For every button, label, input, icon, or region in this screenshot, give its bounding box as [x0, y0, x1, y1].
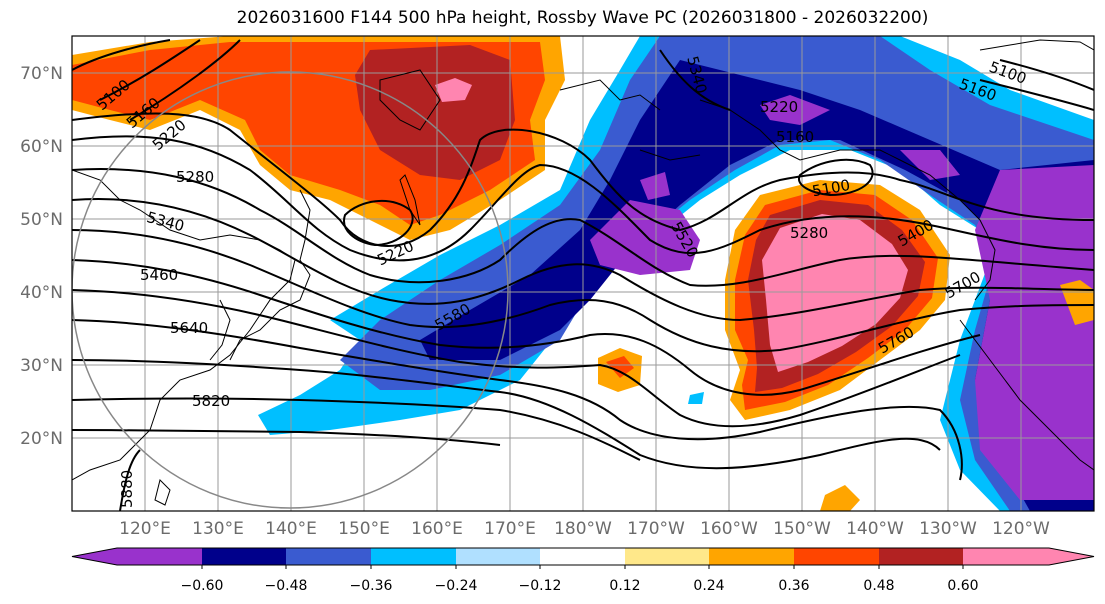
- colorbar-extend-max: [963, 548, 1094, 565]
- colorbar-tick: 0.24: [693, 578, 724, 594]
- lon-label: 150°W: [773, 519, 831, 539]
- colorbar-cell: [456, 548, 540, 565]
- contour-label: 5280: [790, 224, 828, 242]
- colorbar-tick: 0.12: [609, 578, 640, 594]
- positive-anomaly-pacific: [598, 180, 1094, 511]
- height-contours: [72, 39, 1094, 511]
- lat-label: 70°N: [20, 64, 63, 84]
- contour-label: 5160: [776, 128, 814, 146]
- colorbar-tick: −0.36: [350, 578, 393, 594]
- lat-label: 30°N: [20, 356, 63, 376]
- colorbar-tick: 0.36: [778, 578, 809, 594]
- contour-label: 5640: [170, 319, 208, 337]
- map-title: 2026031600 F144 500 hPa height, Rossby W…: [236, 8, 929, 28]
- lat-label: 60°N: [20, 137, 63, 157]
- lon-label: 180°W: [554, 519, 612, 539]
- colorbar-outline: [71, 547, 1095, 566]
- projection-circle: [72, 71, 509, 509]
- colorbar-cell: [540, 548, 625, 565]
- contour-label: 5820: [192, 392, 230, 410]
- colorbar-extend-min: [72, 548, 202, 565]
- lon-label: 170°E: [484, 519, 536, 539]
- longitude-labels: 120°E 130°E 140°E 150°E 160°E 170°E 180°…: [119, 519, 1050, 539]
- map-area: 5100 5160 5220 5280 5340 5460 5640 5820 …: [72, 36, 1094, 511]
- lat-label: 50°N: [20, 210, 63, 230]
- colorbar-tick: −0.24: [435, 578, 478, 594]
- colorbar-cell: [202, 548, 286, 565]
- lon-label: 140°E: [265, 519, 317, 539]
- colorbar-cell: [879, 548, 963, 565]
- lon-label: 160°W: [700, 519, 758, 539]
- lon-label: 140°W: [846, 519, 904, 539]
- contour-label: 5220: [760, 98, 798, 116]
- lon-label: 120°W: [992, 519, 1050, 539]
- contour-label: 5280: [176, 168, 214, 186]
- colorbar-cell: [371, 548, 456, 565]
- positive-anomaly-siberia: [72, 36, 565, 240]
- colorbar-tick: −0.48: [265, 578, 308, 594]
- colorbar-tick: 0.60: [947, 578, 978, 594]
- lat-label: 20°N: [20, 429, 63, 449]
- lon-label: 120°E: [119, 519, 171, 539]
- lon-label: 150°E: [338, 519, 390, 539]
- contour-label: 5460: [140, 266, 178, 284]
- lon-label: 170°W: [627, 519, 685, 539]
- coastlines: [72, 39, 1094, 506]
- colorbar-cell: [709, 548, 794, 565]
- colorbar-tick: −0.60: [181, 578, 224, 594]
- colorbar: −0.60 −0.48 −0.36 −0.24 −0.12 0.12 0.24 …: [71, 547, 1095, 594]
- colorbar-cell: [286, 548, 371, 565]
- contour-label: 5880: [118, 470, 136, 508]
- colorbar-cell: [625, 548, 709, 565]
- gridlines: [72, 36, 1094, 511]
- lon-label: 130°W: [919, 519, 977, 539]
- colorbar-cell: [794, 548, 879, 565]
- map-frame: [71, 35, 1095, 512]
- lon-label: 130°E: [192, 519, 244, 539]
- latitude-labels: 70°N 60°N 50°N 40°N 30°N 20°N: [20, 64, 63, 449]
- colorbar-tick: −0.12: [519, 578, 562, 594]
- colorbar-tick: 0.48: [863, 578, 894, 594]
- lat-label: 40°N: [20, 283, 63, 303]
- lon-label: 160°E: [411, 519, 463, 539]
